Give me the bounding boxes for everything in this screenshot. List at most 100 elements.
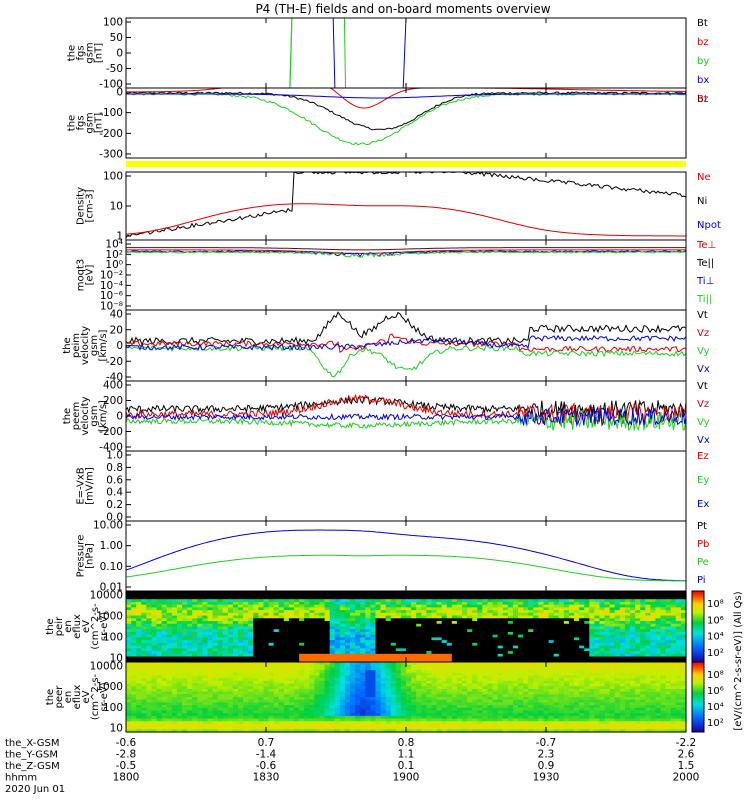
heatmap-cell [156, 705, 163, 709]
heatmap-cell [533, 642, 539, 647]
series-by-jump [289, 17, 293, 89]
heatmap-cell [584, 591, 590, 595]
heatmap-cell [579, 702, 585, 706]
heatmap-cell [482, 591, 489, 595]
heatmap-cell [395, 656, 402, 660]
heatmap-cell [278, 610, 285, 614]
heatmap-cell [304, 610, 310, 614]
heatmap-cell [635, 662, 641, 666]
heatmap-cell [609, 642, 616, 647]
heatmap-cell [589, 593, 595, 598]
heatmap-cell [294, 596, 300, 600]
heatmap-cell [558, 612, 565, 617]
heatmap-cell [589, 678, 595, 682]
heatmap-cell [482, 697, 489, 701]
heatmap-cell [614, 621, 621, 625]
ytick-label: 400 [103, 380, 123, 392]
heatmap-cell [207, 623, 214, 628]
heatmap-cell [467, 618, 473, 622]
heatmap-cell [329, 637, 336, 641]
heatmap-cell [543, 629, 550, 633]
heatmap-cell [523, 694, 529, 698]
heatmap-cell [360, 634, 366, 639]
heatmap-cell [406, 670, 412, 674]
heatmap-cell [614, 599, 621, 603]
heatmap-cell [421, 667, 427, 671]
heatmap-cell [141, 653, 147, 658]
heatmap-cell [538, 640, 545, 644]
heatmap-cell [584, 640, 590, 644]
heatmap-cell [655, 645, 662, 649]
heatmap-cell [446, 664, 453, 668]
heatmap-cell [502, 697, 509, 701]
heatmap-cell [126, 691, 132, 695]
heatmap-cell [416, 599, 422, 603]
heatmap-cell [446, 607, 453, 611]
heatmap-cell [304, 648, 310, 652]
heatmap-cell [492, 645, 499, 649]
heatmap-cell [283, 591, 290, 595]
heatmap-cell [543, 607, 550, 611]
heatmap-cell [263, 607, 270, 611]
panel-density-ylabel: Density[cm-3] [76, 187, 96, 225]
heatmap-cell [263, 612, 270, 617]
ytick-label: 100 [103, 17, 123, 29]
heatmap-cell [609, 601, 616, 606]
heatmap-cell [197, 680, 203, 685]
heatmap-cell [192, 621, 198, 625]
heatmap-cell [579, 675, 585, 679]
heatmap-cell [635, 593, 641, 598]
heatmap-cell [492, 607, 499, 611]
heatmap-cell [650, 607, 657, 611]
heatmap-cell [324, 610, 331, 614]
heatmap-cell [436, 659, 443, 663]
heatmap-cell [268, 629, 275, 633]
heatmap-cell [512, 615, 519, 619]
heatmap-cell [314, 691, 321, 695]
heatmap-cell [451, 705, 458, 709]
heatmap-cell [553, 680, 560, 685]
heatmap-cell [161, 680, 168, 685]
series-Vt [125, 311, 687, 347]
heatmap-cell [426, 645, 433, 649]
heatmap-cell [365, 705, 371, 709]
heatmap-cell [314, 686, 321, 690]
heatmap-cell [416, 670, 422, 674]
heatmap-cell [589, 601, 595, 606]
heatmap-cell [497, 599, 504, 603]
heatmap-cell [446, 686, 453, 690]
heatmap-cell [182, 680, 188, 685]
heatmap-cell [411, 612, 417, 617]
heatmap-cell [126, 667, 132, 671]
heatmap-cell [238, 664, 244, 668]
heatmap-cell [528, 659, 534, 663]
heatmap-cell [171, 667, 178, 671]
heatmap-cell [339, 612, 346, 617]
heatmap-cell [446, 648, 453, 652]
heatmap-cell [283, 675, 290, 679]
heatmap-cell [385, 694, 392, 698]
heatmap-cell [655, 615, 662, 619]
heatmap-cell [151, 645, 158, 649]
heatmap-cell [563, 629, 570, 633]
heatmap-cell [400, 640, 407, 644]
heatmap-cell [502, 601, 509, 606]
heatmap-cell [599, 653, 606, 658]
heatmap-cell [248, 702, 254, 706]
heatmap-cell [334, 659, 341, 663]
heatmap-cell [512, 604, 519, 608]
heatmap-cell [411, 678, 417, 682]
heatmap-cell [538, 604, 545, 608]
heatmap-cell [253, 599, 259, 603]
heatmap-cell [243, 623, 249, 628]
heatmap-cell [548, 664, 555, 668]
heatmap-cell [645, 672, 651, 677]
heatmap-cell [619, 697, 626, 701]
heatmap-cell [294, 680, 300, 685]
heatmap-cell [609, 688, 616, 693]
heatmap-cell [314, 694, 321, 698]
heatmap-cell [563, 705, 570, 709]
heatmap-cell [411, 615, 417, 619]
heatmap-cell [360, 623, 366, 628]
heatmap-cell [655, 591, 662, 595]
